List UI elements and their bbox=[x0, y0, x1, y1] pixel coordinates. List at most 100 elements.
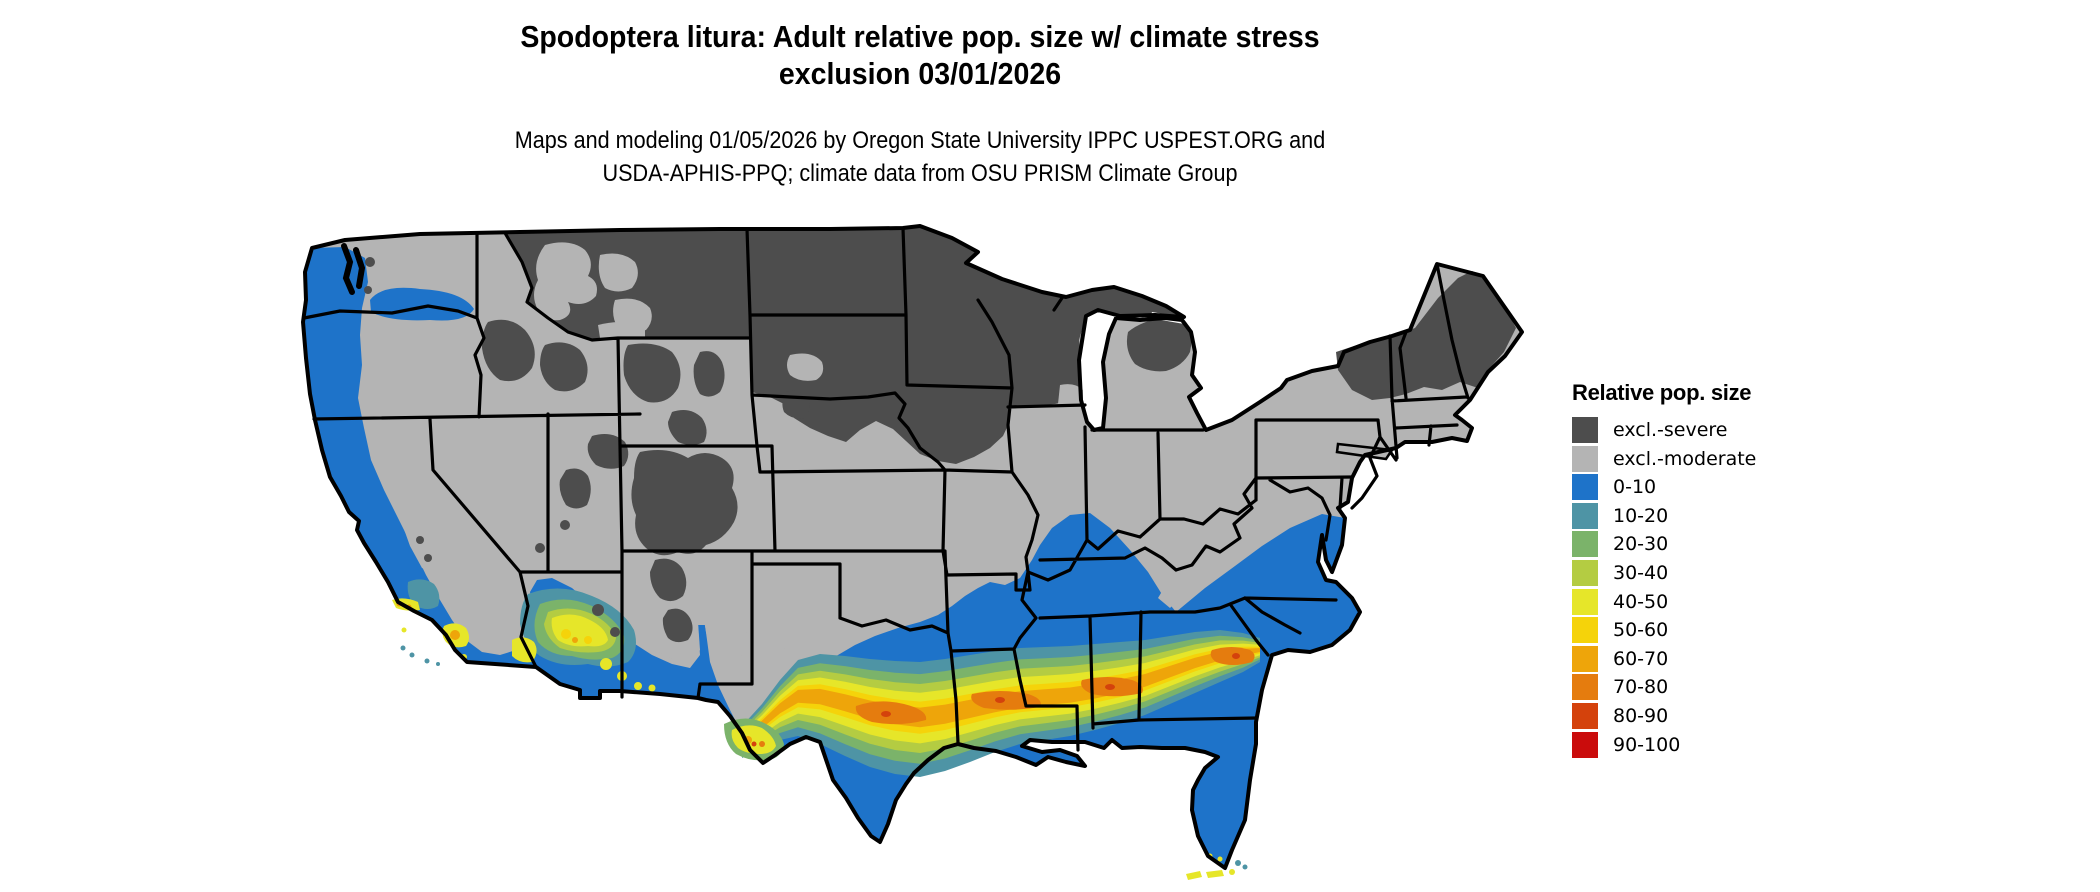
legend-swatch bbox=[1572, 531, 1598, 558]
map-region-mt-gray bbox=[598, 253, 638, 292]
map-region-nmse-40-50 bbox=[648, 684, 656, 692]
legend-item: 50-60 bbox=[1572, 617, 1756, 644]
map-subtitle-line1: Maps and modeling 01/05/2026 by Oregon S… bbox=[514, 127, 1326, 154]
map-region-nm-severe bbox=[650, 558, 687, 602]
map-region-az-severe bbox=[560, 520, 570, 530]
map-region-fl-tip-40-50 bbox=[1217, 856, 1223, 862]
map-region-channel-island bbox=[436, 662, 440, 666]
legend-swatch bbox=[1572, 702, 1598, 729]
map-region-az-50-60 bbox=[584, 636, 592, 644]
legend-swatch bbox=[1572, 559, 1598, 586]
map-conus-outline bbox=[301, 224, 1524, 870]
map-subtitle-line2: USDA-APHIS-PPQ; climate data from OSU PR… bbox=[602, 160, 1238, 187]
map-region-mt-gray bbox=[534, 242, 597, 321]
legend-item: 30-40 bbox=[1572, 559, 1756, 586]
map-region-80-90 bbox=[1232, 653, 1240, 659]
map-region-80-90 bbox=[881, 711, 891, 717]
legend-label: 20-30 bbox=[1613, 533, 1669, 556]
map-region-la-basin-60-70 bbox=[450, 630, 460, 640]
legend: Relative pop. size excl.-severe excl.-mod… bbox=[1572, 380, 1756, 760]
legend-swatch bbox=[1572, 445, 1598, 472]
legend-title: Relative pop. size bbox=[1572, 380, 1752, 405]
map-region-sierra-severe bbox=[424, 554, 432, 562]
map-region-cascade-severe bbox=[364, 286, 372, 294]
map-region-texas-panhandle-gray bbox=[752, 553, 850, 660]
legend-label: 80-90 bbox=[1613, 704, 1669, 727]
map-region-colorado-severe bbox=[631, 450, 738, 556]
legend-label: 70-80 bbox=[1613, 676, 1669, 699]
map-region-mojave-gray bbox=[466, 554, 532, 630]
map-region-az-severe bbox=[535, 543, 545, 553]
map-region-keys-40-50 bbox=[1186, 871, 1202, 880]
map-region-azse-40-50 bbox=[634, 682, 642, 690]
legend-swatch bbox=[1572, 731, 1598, 758]
map-region-70-80 bbox=[855, 701, 927, 725]
map-region-az-50-60 bbox=[561, 629, 571, 639]
map-region-idaho-severe bbox=[482, 319, 535, 382]
map-region-idaho-severe bbox=[540, 342, 588, 392]
legend-swatch bbox=[1572, 417, 1598, 443]
map-subtitle: Maps and modeling 01/05/2026 by Oregon S… bbox=[92, 124, 1748, 190]
map-region-wtx-70-80 bbox=[759, 741, 765, 747]
legend-label: 60-70 bbox=[1613, 647, 1669, 670]
map-region-wyoming-severe bbox=[668, 410, 707, 445]
map-layer-severe bbox=[364, 226, 1516, 643]
legend-item: 20-30 bbox=[1572, 531, 1756, 558]
map-puget-sound bbox=[341, 243, 366, 295]
legend-label: 40-50 bbox=[1613, 590, 1669, 613]
legend-label: 30-40 bbox=[1613, 561, 1669, 584]
legend-swatch bbox=[1572, 474, 1598, 501]
legend-item: excl.-moderate bbox=[1572, 445, 1757, 472]
map-region-channel-island bbox=[409, 652, 415, 658]
map-region-wi-gray bbox=[1058, 384, 1083, 406]
map-region-utah-severe bbox=[587, 434, 629, 469]
map-state-borders bbox=[302, 226, 1470, 752]
map-region-channel-island bbox=[400, 645, 406, 651]
legend-item: 40-50 bbox=[1572, 588, 1756, 615]
map-region-sierra-severe bbox=[416, 536, 424, 544]
map-title: Spodoptera litura: Adult relative pop. s… bbox=[74, 18, 1767, 92]
legend-item: 60-70 bbox=[1572, 645, 1756, 672]
map-layer-core-hotspots bbox=[855, 647, 1255, 725]
legend-swatch bbox=[1572, 588, 1598, 615]
map-region-azse-40-50 bbox=[600, 658, 612, 670]
map-region-keys-40-50 bbox=[1206, 870, 1224, 878]
map-region-northeast-severe bbox=[1336, 271, 1516, 400]
map-region-cascade-severe bbox=[365, 257, 375, 267]
map-region-az-severe bbox=[610, 627, 620, 637]
legend-item: 90-100 bbox=[1572, 731, 1756, 758]
map-region-channel-island-40-50 bbox=[401, 627, 407, 633]
map-title-line1: Spodoptera litura: Adult relative pop. s… bbox=[520, 19, 1320, 54]
legend-item: 10-20 bbox=[1572, 502, 1756, 529]
legend-label: excl.-severe bbox=[1613, 419, 1728, 441]
legend-label: 10-20 bbox=[1613, 504, 1669, 527]
legend-item: excl.-severe bbox=[1572, 417, 1756, 443]
legend-swatch bbox=[1572, 645, 1598, 672]
map-region-fl-tip-10-20 bbox=[1235, 860, 1241, 866]
map-title-line2: exclusion 03/01/2026 bbox=[778, 56, 1062, 91]
map-region-sd-gray bbox=[787, 353, 824, 381]
legend-label: 50-60 bbox=[1613, 619, 1669, 642]
map-region-sierra-gray bbox=[394, 470, 442, 574]
map-region-nm-severe bbox=[662, 608, 693, 643]
map-region-wtx-80-90 bbox=[751, 741, 757, 747]
legend-swatch bbox=[1572, 617, 1598, 644]
map-region-north-severe bbox=[505, 226, 1184, 464]
map-region-az-60-70 bbox=[572, 637, 578, 643]
map-region-keys-40-50 bbox=[1229, 869, 1235, 875]
legend-label: 90-100 bbox=[1613, 733, 1681, 756]
map-region-mt-gray bbox=[598, 322, 645, 338]
legend-rows: excl.-severe excl.-moderate 0-10 10-20 20-30… bbox=[1572, 417, 1756, 758]
legend-label: 0-10 bbox=[1613, 476, 1657, 499]
map-region-az-severe bbox=[592, 604, 604, 616]
map-region-80-90 bbox=[1105, 684, 1115, 690]
legend-item: 80-90 bbox=[1572, 702, 1756, 729]
legend-swatch bbox=[1572, 502, 1598, 529]
map-region-bighorn-severe bbox=[693, 351, 725, 397]
map-region-80-90 bbox=[995, 697, 1005, 703]
legend-label: excl.-moderate bbox=[1613, 447, 1757, 470]
legend-item: 70-80 bbox=[1572, 674, 1756, 701]
legend-swatch bbox=[1572, 674, 1598, 701]
